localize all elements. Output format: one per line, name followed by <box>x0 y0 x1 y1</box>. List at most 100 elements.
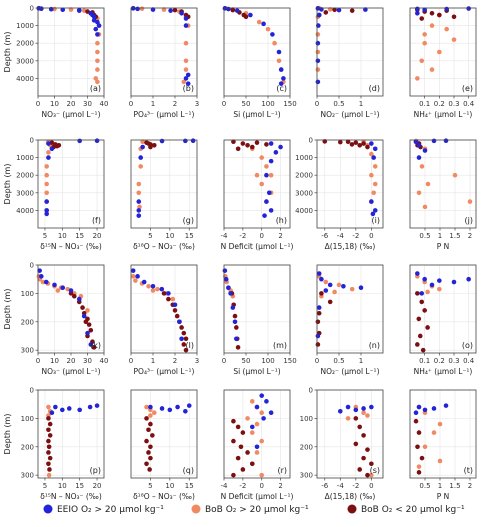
data-point <box>345 139 351 145</box>
data-point <box>369 461 374 467</box>
data-point <box>416 430 422 435</box>
data-point <box>146 283 151 289</box>
data-point <box>369 472 374 478</box>
legend-item: BoB O₂ > 20 μmol kg⁻¹ <box>191 504 309 515</box>
data-point <box>159 138 165 144</box>
data-point <box>133 278 138 283</box>
x-tick-label: -4 <box>337 232 345 240</box>
x-tick-label: -2 <box>352 232 359 240</box>
data-point <box>77 407 82 413</box>
panel-o: 0.1 0.2 0.3 0.4 (o) NH₄⁺ (μmol L⁻¹) <box>409 264 477 376</box>
y-tick-label: 4000 <box>16 75 34 83</box>
x-tick-label: 0.1 <box>419 357 430 365</box>
data-point <box>96 23 102 28</box>
x-tick-label: 0.5 <box>333 100 344 108</box>
x-tick-label: 10 <box>58 232 67 240</box>
y-tick-label: 3000 <box>16 57 34 65</box>
data-point <box>230 305 236 310</box>
x-tick-label: -4 <box>337 482 345 490</box>
data-point <box>249 399 255 404</box>
x-tick-label: 0 <box>36 100 40 108</box>
data-point <box>235 345 241 350</box>
panel-label: (s) <box>370 466 380 475</box>
x-axis-label: NH₄⁺ (μmol L⁻¹) <box>414 110 473 119</box>
y-tick-label: 4000 <box>16 207 34 215</box>
data-point <box>249 430 255 435</box>
data-point <box>371 155 376 160</box>
data-point <box>37 268 42 273</box>
data-point <box>353 140 359 145</box>
data-point <box>266 190 272 196</box>
plot-frame <box>130 139 198 229</box>
y-tick-label: 1000 <box>16 154 34 162</box>
data-point <box>68 7 74 12</box>
data-point <box>276 58 282 64</box>
plot-frame <box>130 389 198 479</box>
data-point <box>167 407 173 413</box>
plot-area <box>224 140 290 228</box>
data-point <box>146 141 151 146</box>
data-point <box>466 276 471 282</box>
plot-area <box>224 390 290 478</box>
data-point <box>186 403 192 408</box>
data-point <box>415 444 420 450</box>
data-point <box>139 6 145 12</box>
data-point <box>268 410 274 416</box>
legend-swatch <box>347 504 357 514</box>
data-point <box>422 148 428 153</box>
data-point <box>177 319 182 325</box>
data-point <box>44 211 49 217</box>
data-point <box>265 26 271 32</box>
x-tick-label: 15 <box>75 232 84 240</box>
data-point <box>140 144 145 150</box>
data-point <box>361 406 366 411</box>
plot-frame <box>316 7 384 97</box>
data-point <box>369 172 374 178</box>
data-point <box>363 7 368 12</box>
x-tick-label: 10 <box>58 482 67 490</box>
x-axis-label: δ¹⁸O – NO₃⁻ (‰) <box>133 242 195 251</box>
x-tick-label: 1.5 <box>449 232 460 240</box>
x-tick-label: 5 <box>43 482 47 490</box>
y-tick-label: 0 <box>30 137 34 145</box>
data-point <box>231 438 236 444</box>
data-point <box>336 282 342 288</box>
data-point <box>150 283 156 289</box>
x-axis-label: Δ(15,18) (‰) <box>325 242 376 251</box>
data-point <box>415 342 420 347</box>
data-point <box>319 276 324 282</box>
data-point <box>358 285 364 291</box>
data-point <box>170 296 176 302</box>
data-point <box>467 199 473 204</box>
x-tick-label: 100 <box>261 100 274 108</box>
x-tick-label: 1 <box>151 100 155 108</box>
data-point <box>46 404 51 410</box>
x-tick-label: 150 <box>283 357 296 365</box>
data-point <box>357 424 363 430</box>
data-point <box>249 424 255 430</box>
data-point <box>337 139 343 145</box>
data-point <box>146 427 151 433</box>
x-axis-label: PO₄³⁻ (μmol L⁻¹) <box>134 110 195 119</box>
data-point <box>185 81 191 86</box>
panel-label: (p) <box>90 466 101 475</box>
data-point <box>273 150 279 155</box>
panel-label: (k) <box>90 341 101 350</box>
data-point <box>240 141 246 146</box>
data-point <box>135 6 140 12</box>
x-tick-label: 50 <box>242 357 251 365</box>
data-point <box>327 299 333 305</box>
data-point <box>232 313 238 319</box>
data-point <box>254 421 260 427</box>
y-tick-label: 200 <box>300 443 313 451</box>
data-point <box>46 141 51 146</box>
data-point <box>332 289 337 295</box>
plot-area <box>317 265 383 353</box>
data-point <box>172 7 178 13</box>
data-point <box>136 213 142 218</box>
x-tick-label: 0.2 <box>434 357 445 365</box>
x-tick-label: 2 <box>468 482 472 490</box>
data-point <box>361 433 366 438</box>
data-point <box>148 144 153 150</box>
data-point <box>179 336 184 342</box>
